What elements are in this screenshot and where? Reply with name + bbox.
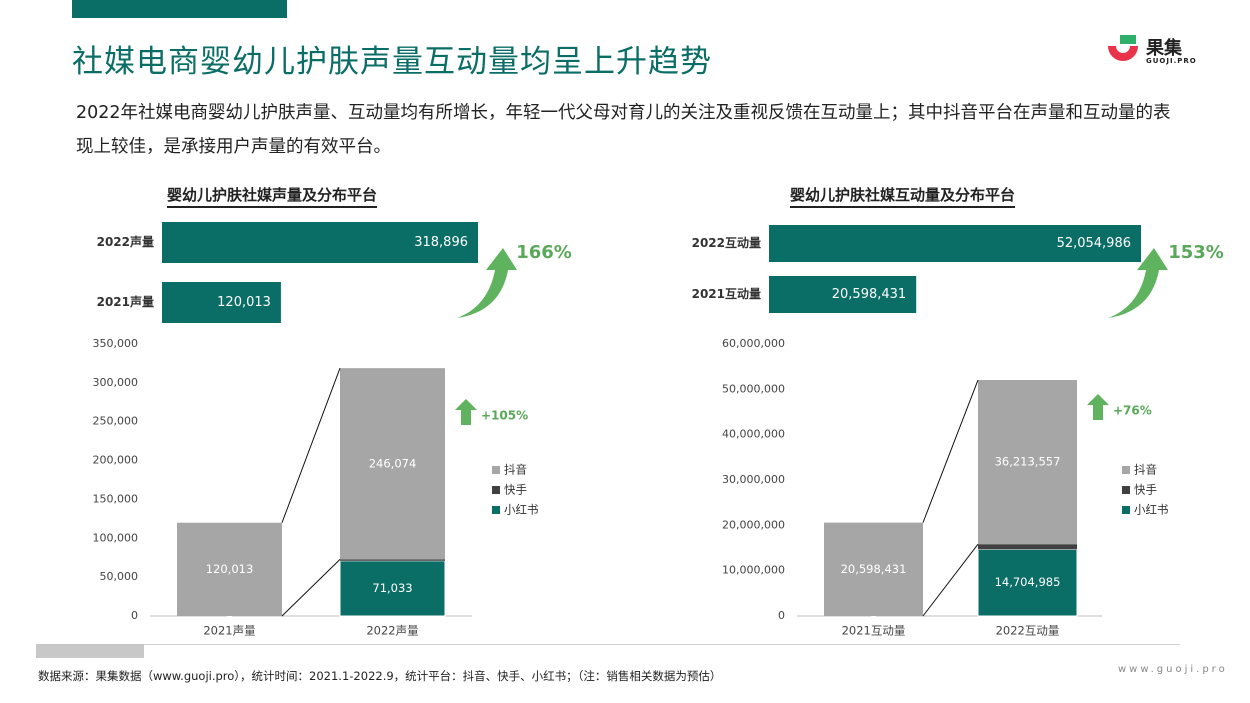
- volume-stack-legend-swatch: [492, 486, 500, 494]
- volume-stack-growth-arrow-icon: [455, 399, 477, 425]
- interaction-stack-y-tick-label: 20,000,000: [722, 518, 785, 531]
- volume-stack-y-tick-label: 0: [131, 609, 138, 622]
- interaction-summary-value-label: 20,598,431: [832, 287, 906, 302]
- interaction-stack-x-tick-label: 2021互动量: [842, 624, 906, 638]
- volume-stack-connector-line: [281, 559, 341, 617]
- volume-stack-data-label: 246,074: [369, 456, 417, 470]
- volume-stack-y-tick-label: 200,000: [93, 454, 139, 467]
- interaction-stack-growth-label: +76%: [1113, 404, 1152, 418]
- interaction-stack-data-label: 14,704,985: [995, 575, 1061, 589]
- volume-stack-data-label: 120,013: [206, 562, 254, 576]
- interaction-stack-y-tick-label: 50,000,000: [722, 382, 785, 395]
- interaction-summary-category-label: 2021互动量: [692, 287, 761, 301]
- interaction-stack-data-label: 20,598,431: [841, 562, 907, 576]
- summary-text: 2022年社媒电商婴幼儿护肤声量、互动量均有所增长，年轻一代父母对育儿的关注及重…: [76, 103, 1171, 157]
- interaction-stack-bar-小红书-1: [977, 548, 1078, 617]
- volume-stack-legend-label: 小红书: [504, 503, 539, 517]
- volume-stack-data-label: 71,033: [372, 581, 412, 595]
- footer-block: [36, 644, 144, 658]
- volume-stack-y-tick-label: 250,000: [93, 415, 139, 428]
- volume-summary-value-label: 318,896: [414, 235, 468, 250]
- volume-summary-bar-0: [162, 222, 478, 263]
- top-accent-bar: [72, 0, 287, 18]
- page-title: 社媒电商婴幼儿护肤声量互动量均呈上升趋势: [72, 44, 712, 80]
- volume-stack-x-tick-label: 2022声量: [366, 624, 418, 638]
- interaction-stack-y-tick-label: 30,000,000: [722, 473, 785, 486]
- interaction-stack-x-tick-label: 2022互动量: [996, 624, 1060, 638]
- interaction-stack-data-label: 36,213,557: [995, 455, 1061, 469]
- interaction-summary-growth-label: 153%: [1168, 242, 1224, 263]
- footer-rule: [36, 644, 1180, 645]
- volume-chart-title: 婴幼儿护肤社媒声量及分布平台: [167, 184, 378, 208]
- logo-sub: GUOJI.PRO: [1146, 57, 1197, 65]
- volume-stack-y-tick-label: 50,000: [100, 570, 139, 583]
- interaction-stack-connector-line: [922, 379, 979, 523]
- brand-logo: 果集 GUOJI.PRO: [1104, 32, 1214, 72]
- site-url: www.guoji.pro: [1118, 664, 1228, 675]
- volume-summary-category-label: 2022声量: [97, 234, 154, 249]
- interaction-stack-bar-抖音-1: [978, 380, 1077, 545]
- interaction-stack-connector-line: [922, 543, 979, 617]
- volume-summary-value-label: 120,013: [217, 295, 271, 310]
- volume-stack-y-tick-label: 100,000: [93, 531, 139, 544]
- volume-summary-category-label: 2021声量: [97, 294, 154, 309]
- volume-stack-bar-抖音-1: [340, 368, 445, 560]
- interaction-summary-bar-0: [769, 225, 1141, 262]
- interaction-stack-y-tick-label: 10,000,000: [722, 564, 785, 577]
- interaction-summary-bar-1: [769, 276, 917, 313]
- volume-summary-bar-1: [162, 282, 281, 323]
- volume-stack-x-tick-label: 2021声量: [203, 624, 255, 638]
- volume-stack-y-tick-label: 350,000: [93, 337, 139, 350]
- volume-stack-y-tick-label: 150,000: [93, 492, 139, 505]
- interaction-stack-legend-swatch: [1122, 466, 1130, 474]
- interaction-summary-growth-arrow-icon: [1108, 248, 1168, 318]
- volume-stack-legend-label: 抖音: [504, 463, 527, 477]
- volume-stack-legend-swatch: [492, 506, 500, 514]
- interaction-stack-y-tick-label: 0: [778, 609, 785, 622]
- data-source: 数据来源：果集数据（www.guoji.pro），统计时间：2021.1-202…: [38, 669, 722, 683]
- interaction-stack-legend-label: 快手: [1134, 483, 1157, 497]
- interaction-chart-title: 婴幼儿护肤社媒互动量及分布平台: [790, 184, 1016, 208]
- volume-stack-legend-swatch: [492, 466, 500, 474]
- interaction-summary-category-label: 2022互动量: [692, 236, 761, 250]
- interaction-stack-bar-抖音-0: [824, 522, 923, 616]
- volume-stack-growth-label: +105%: [481, 409, 528, 423]
- interaction-stack-legend-label: 小红书: [1134, 503, 1169, 517]
- volume-stack-bar-抖音-0: [177, 522, 282, 616]
- volume-stack-bar-快手-1: [340, 559, 445, 561]
- interaction-summary-value-label: 52,054,986: [1057, 236, 1131, 251]
- interaction-stack-legend-label: 抖音: [1134, 463, 1157, 477]
- logo-mark-icon: [1108, 35, 1138, 61]
- interaction-stack-legend-swatch: [1122, 506, 1130, 514]
- volume-summary-growth-arrow-icon: [457, 248, 517, 318]
- interaction-stack-y-tick-label: 40,000,000: [722, 428, 785, 441]
- logo-name: 果集: [1146, 38, 1182, 59]
- volume-stack-connector-line: [281, 367, 341, 523]
- interaction-stack-growth-arrow-icon: [1087, 394, 1109, 420]
- interaction-stack-y-tick-label: 60,000,000: [722, 337, 785, 350]
- volume-summary-growth-label: 166%: [516, 242, 572, 263]
- volume-stack-legend-label: 快手: [504, 483, 527, 497]
- interaction-stack-bar-快手-1: [978, 544, 1077, 550]
- volume-stack-bar-小红书-1: [339, 560, 446, 617]
- volume-stack-y-tick-label: 300,000: [93, 376, 139, 389]
- interaction-stack-legend-swatch: [1122, 486, 1130, 494]
